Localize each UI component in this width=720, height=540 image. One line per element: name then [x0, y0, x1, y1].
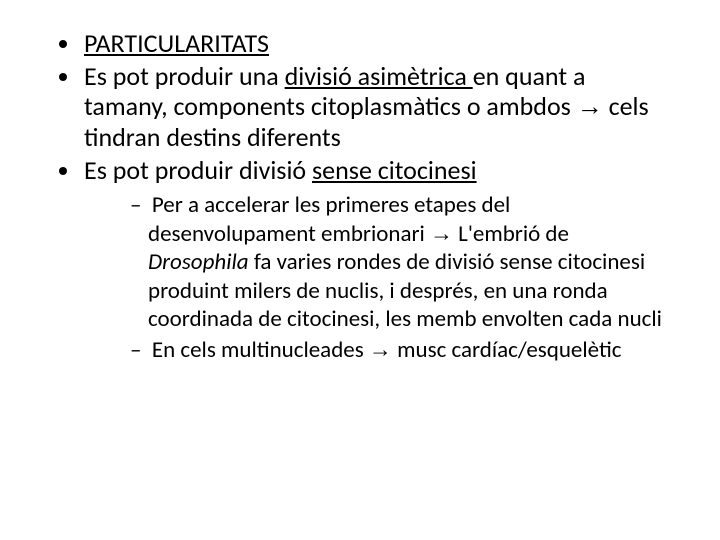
text-span: En cels multinucleades: [152, 336, 369, 364]
text-span: Drosophila: [148, 248, 249, 276]
arrow-icon: →: [430, 220, 453, 246]
bullet-list-level1: PARTICULARITATS Es pot produir una divis…: [48, 28, 672, 364]
text-span: divisió asimètrica: [285, 60, 473, 92]
text-span: PARTICULARITATS: [84, 27, 269, 59]
arrow-icon: →: [577, 91, 603, 121]
text-span: Es pot produir una: [84, 60, 285, 92]
text-span: sense citocinesi: [312, 154, 477, 186]
text-span: L'embrió de: [453, 220, 569, 248]
list-item: PARTICULARITATS: [82, 28, 672, 59]
list-item: Es pot produir divisió sense citocinesi …: [82, 155, 672, 364]
text-span: Es pot produir divisió: [84, 154, 312, 186]
list-item: Es pot produir una divisió asimètrica en…: [82, 61, 672, 153]
text-span: musc cardíac/esquelètic: [392, 336, 622, 364]
slide: PARTICULARITATS Es pot produir una divis…: [0, 0, 720, 540]
bullet-list-level2: Per a accelerar les primeres etapes del …: [84, 191, 672, 363]
list-item: En cels multinucleades → musc cardíac/es…: [130, 335, 672, 364]
list-item: Per a accelerar les primeres etapes del …: [130, 191, 672, 332]
arrow-icon: →: [369, 336, 392, 362]
